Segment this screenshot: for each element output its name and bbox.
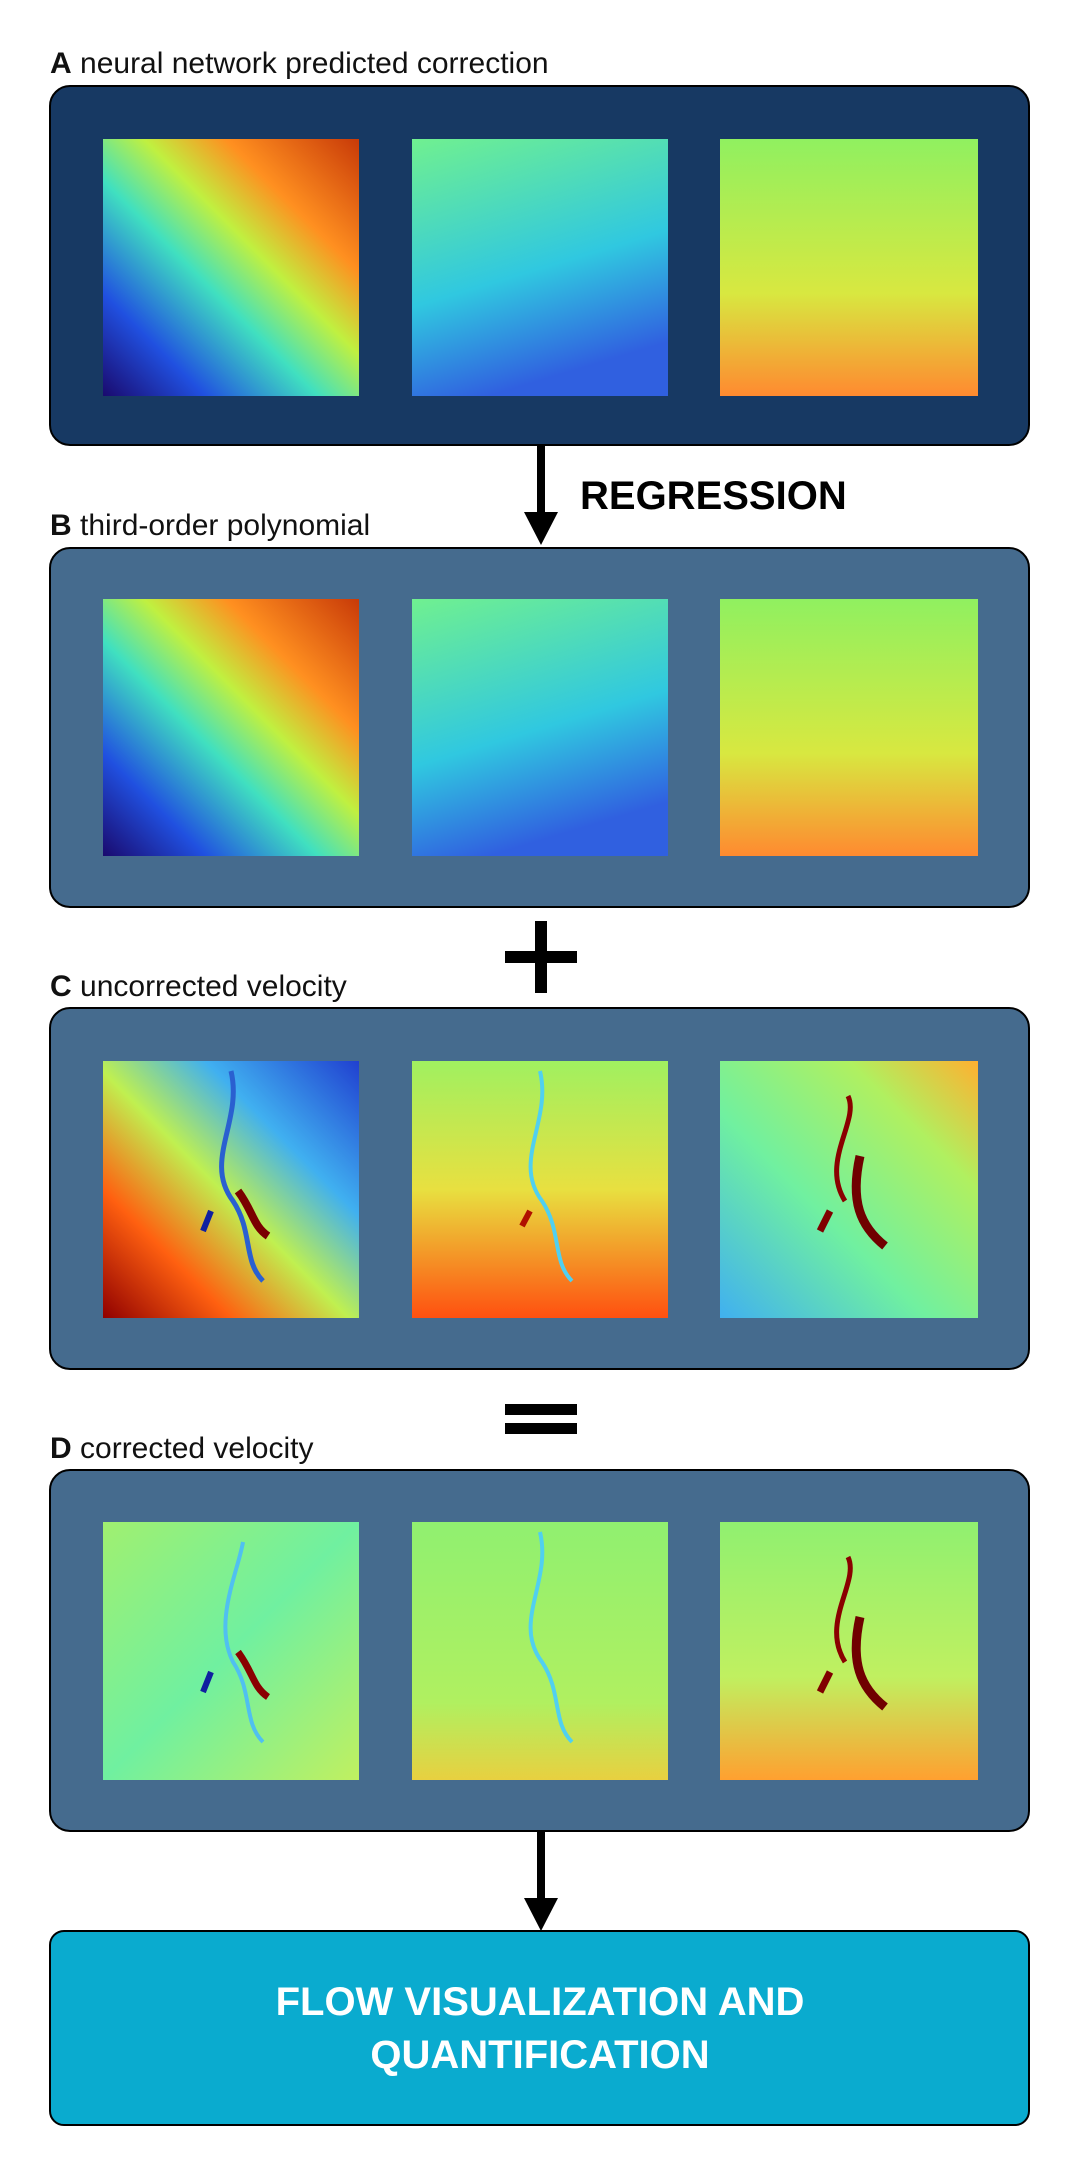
vessel <box>200 1670 214 1694</box>
vessel <box>816 1209 834 1233</box>
panel-label: D corrected velocity <box>50 1432 313 1465</box>
regression-label: REGRESSION <box>580 474 847 518</box>
panel-letter: C <box>50 970 72 1003</box>
arrow-head <box>524 1898 558 1931</box>
panel-letter: A <box>50 47 72 80</box>
output-text: QUANTIFICATION <box>370 2033 709 2077</box>
vessel <box>219 1070 265 1283</box>
panel-label: A neural network predicted correction <box>50 47 549 80</box>
map-image <box>720 139 978 396</box>
output-text: FLOW VISUALIZATION AND <box>276 1980 805 2024</box>
vessel <box>851 1616 888 1711</box>
vessel <box>223 1541 265 1744</box>
map-image <box>412 599 668 856</box>
panel-caption: third-order polynomial <box>80 509 370 542</box>
panel-label: C uncorrected velocity <box>50 970 347 1003</box>
plus-sign <box>535 921 547 993</box>
vessel <box>519 1209 533 1228</box>
vessel <box>851 1155 888 1250</box>
map-image <box>720 1061 978 1318</box>
vessel <box>528 1070 574 1283</box>
arrow-head <box>524 512 558 545</box>
map-image <box>103 1061 359 1318</box>
vessel <box>834 1555 853 1664</box>
vessel <box>234 1188 271 1240</box>
map-image <box>412 1522 668 1780</box>
vessel <box>816 1670 834 1694</box>
panel-letter: B <box>50 509 72 542</box>
map-image <box>103 1522 359 1780</box>
panel-label: B third-order polynomial <box>50 509 370 542</box>
vessel <box>834 1094 853 1203</box>
panel-letter: D <box>50 1432 72 1465</box>
map-image <box>412 139 668 396</box>
map-fill <box>103 1522 359 1780</box>
map-image <box>720 1522 978 1780</box>
panel-caption: corrected velocity <box>80 1432 313 1465</box>
output-box <box>49 1930 1030 2126</box>
panel-caption: neural network predicted correction <box>80 47 549 80</box>
vessel <box>528 1531 574 1744</box>
panel-caption: uncorrected velocity <box>80 970 347 1003</box>
equals-sign <box>505 1423 577 1434</box>
vessel <box>235 1649 271 1700</box>
map-image <box>103 139 359 396</box>
map-image <box>103 599 359 856</box>
vessel <box>200 1209 214 1233</box>
equals-sign <box>505 1404 577 1415</box>
map-image <box>412 1061 668 1318</box>
map-image <box>720 599 978 856</box>
